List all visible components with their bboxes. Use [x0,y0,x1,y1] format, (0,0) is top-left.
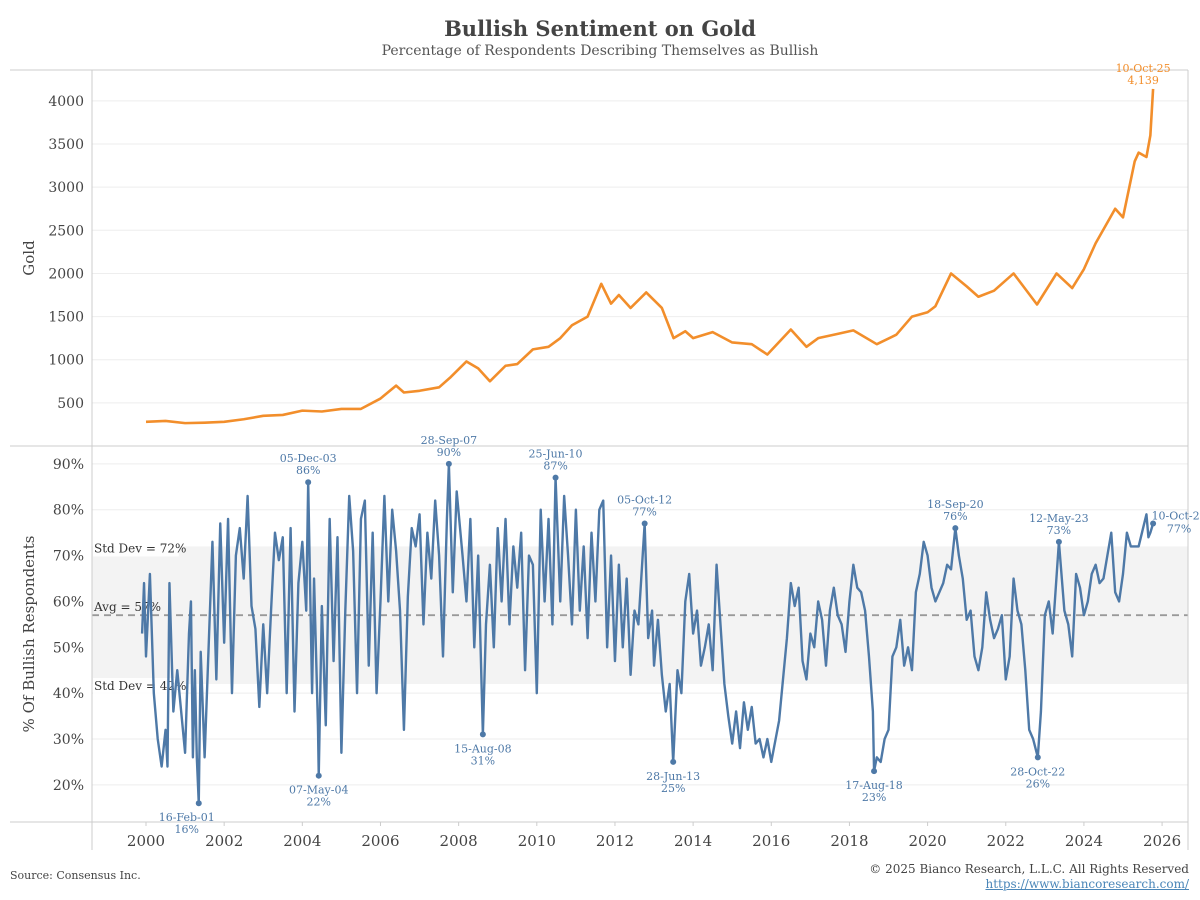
y-tick-label-gold: 1000 [48,353,84,369]
y-axis-title-gold: Gold [20,240,38,276]
chart-title: Bullish Sentiment on Gold [444,16,756,41]
annotation-point [1034,754,1041,761]
annotation-value: 31% [471,754,495,767]
annotation-date: 16-Feb-01 [159,811,215,824]
y-axis-title-sentiment: % Of Bullish Respondents [20,536,38,733]
annotation-date: 07-May-04 [289,784,348,797]
y-tick-label-gold: 2500 [48,223,84,239]
x-tick-label: 2004 [283,832,321,850]
y-tick-label-sentiment: 40% [53,686,84,702]
gold-price-line [145,88,1155,425]
annotation-point [952,525,959,532]
annotation-date: 17-Aug-18 [845,779,903,792]
annotation-date: 05-Oct-12 [617,493,672,506]
y-tick-label-sentiment: 80% [53,503,84,519]
annotation-date: 28-Sep-07 [421,434,478,447]
x-tick-label: 2000 [127,832,165,850]
y-tick-label-sentiment: 90% [53,457,84,473]
annotation-point [305,479,312,486]
annotation-value: 86% [296,464,320,477]
reference-label: Std Dev = 72% [94,541,186,555]
gold-annotation-date: 10-Oct-25 [1116,62,1171,75]
y-tick-label-sentiment: 70% [53,549,84,565]
annotation-value: 16% [175,823,199,836]
annotation-date: 12-May-23 [1029,512,1088,525]
x-tick-label: 2012 [596,832,634,850]
y-tick-label-gold: 3000 [48,180,84,196]
copyright: © 2025 Bianco Research, L.L.C. All Right… [869,862,1189,876]
x-tick-label: 2022 [987,832,1025,850]
y-tick-label-sentiment: 50% [53,640,84,656]
annotation-point [670,758,677,765]
y-tick-label-sentiment: 30% [53,732,84,748]
annotation-point [871,768,878,775]
annotation-date: 10-Oct-25 [1152,509,1200,522]
annotation-point [315,772,322,779]
annotation-point [479,731,486,738]
sentiment-line [140,462,1155,805]
annotation-value: 25% [661,782,685,795]
x-tick-label: 2002 [205,832,243,850]
y-tick-label-gold: 1500 [48,310,84,326]
x-tick-label: 2020 [909,832,947,850]
website-link[interactable]: https://www.biancoresearch.com/ [985,877,1189,891]
annotation-date: 28-Jun-13 [646,770,700,783]
y-tick-label-gold: 500 [57,396,84,412]
annotation-value: 73% [1047,524,1071,537]
y-tick-label-gold: 3500 [48,137,84,153]
annotation-value: 87% [543,460,567,473]
y-tick-label-sentiment: 20% [53,778,84,794]
source-note: Source: Consensus Inc. [10,869,141,882]
annotation-date: 05-Dec-03 [280,452,337,465]
annotation-date: 15-Aug-08 [454,742,512,755]
annotation-value: 77% [1167,522,1191,535]
x-tick-label: 2026 [1143,832,1181,850]
reference-label-bg [93,677,179,694]
annotation-date: 18-Sep-20 [927,498,984,511]
annotation-point [552,474,559,481]
annotation-value: 23% [862,791,886,804]
chart-subtitle: Percentage of Respondents Describing The… [381,43,819,59]
annotation-value: 22% [307,796,331,809]
annotation-date: 25-Jun-10 [529,448,583,461]
y-tick-label-gold: 2000 [48,266,84,282]
y-tick-label-sentiment: 60% [53,594,84,610]
annotation-point [1150,520,1157,527]
annotation-value: 77% [632,505,656,518]
annotation-value: 26% [1026,777,1050,790]
x-tick-label: 2010 [518,832,556,850]
annotation-value: 90% [437,446,461,459]
x-tick-label: 2014 [674,832,712,850]
x-tick-label: 2016 [752,832,790,850]
annotation-point [195,800,202,807]
reference-label-bg [93,540,179,557]
x-tick-label: 2008 [440,832,478,850]
annotation-point [641,520,648,527]
x-tick-label: 2024 [1065,832,1103,850]
reference-label: Std Dev = 42% [94,679,186,693]
annotation-point [1055,538,1062,545]
x-tick-label: 2018 [830,832,868,850]
annotation-value: 76% [943,510,967,523]
gold-annotation-value: 4,139 [1127,74,1159,87]
annotation-point [445,460,452,467]
annotation-date: 28-Oct-22 [1010,765,1065,778]
x-tick-label: 2006 [361,832,399,850]
y-tick-label-gold: 4000 [48,94,84,110]
